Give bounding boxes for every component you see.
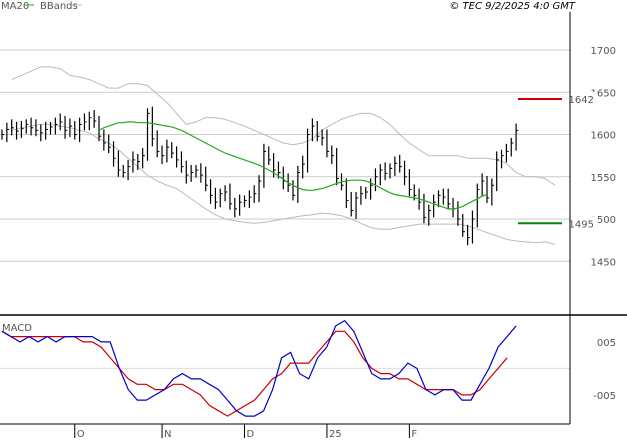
macd-lines	[1, 319, 517, 417]
x-tick-label-1: N	[164, 429, 171, 440]
x-tick-label-0: O	[77, 429, 85, 440]
bollinger-bands	[11, 66, 556, 245]
y-tick-label-1550: 1550	[591, 173, 616, 184]
bband-upper-line	[11, 66, 556, 186]
y-tick-label-1500: 1500	[591, 215, 616, 226]
macd-title: MACD	[2, 323, 32, 334]
chart-frame	[0, 12, 627, 425]
ma20-line	[98, 121, 488, 210]
price-grid: 1450 1500 1550 1600 1650 1700	[0, 46, 616, 268]
macd-line	[1, 319, 517, 417]
macd-signal-line	[1, 330, 508, 417]
x-tick-label-2: D	[247, 429, 255, 440]
y-tick-label-1700: 1700	[591, 46, 616, 57]
level-lines: 1642 1495	[518, 92, 596, 230]
level-label-1495: 1495	[569, 219, 594, 230]
level-label-bg-1495	[570, 216, 596, 230]
x-axis: O N D 25 F	[74, 424, 417, 440]
macd-y-tick-label-1: -005	[593, 391, 616, 402]
level-label-1642: 1642	[569, 95, 594, 106]
y-tick-label-1650: 1650	[591, 88, 616, 99]
macd-grid: 005 -005	[0, 338, 616, 402]
credit-text: © TEC 9/2/2025 4:0 GMT	[449, 1, 576, 12]
x-tick-label-3: 25	[329, 429, 342, 440]
level-label-bg-1642	[570, 92, 596, 106]
x-tick-label-4: F	[411, 429, 417, 440]
y-tick-label-1450: 1450	[591, 257, 616, 268]
legend-ma20: MA20	[1, 1, 29, 12]
y-tick-label-1600: 1600	[591, 131, 616, 142]
bband-lower-line	[11, 123, 556, 245]
price-bars	[1, 106, 519, 246]
legend-bbands: BBands	[40, 1, 78, 12]
macd-y-tick-label-0: 005	[597, 338, 616, 349]
ma20-path	[98, 121, 488, 210]
